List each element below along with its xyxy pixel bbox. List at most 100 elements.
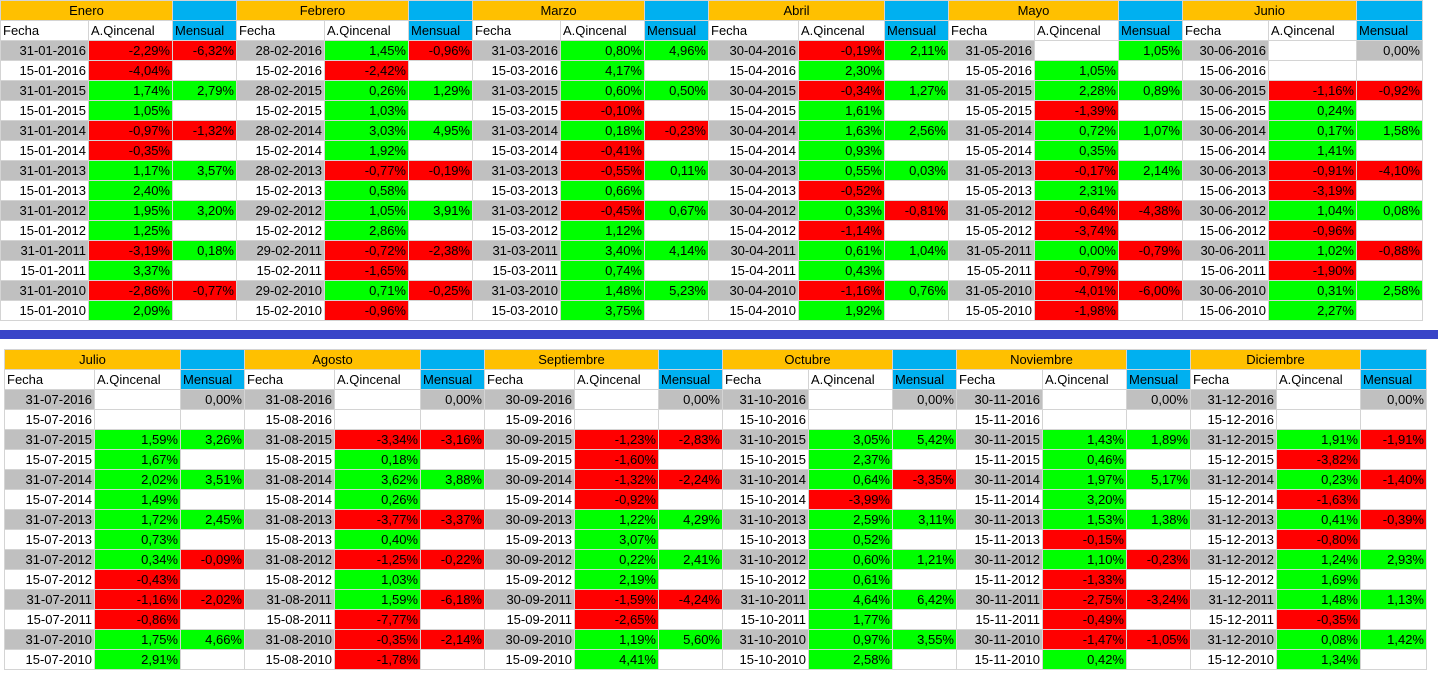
mensual-cell[interactable]: 4,66% [180,629,245,650]
date-cell[interactable]: 15-07-2015 [4,449,95,470]
mensual-cell[interactable] [644,60,709,81]
quincenal-cell[interactable]: 4,41% [574,649,659,670]
mensual-cell[interactable]: -6,00% [1118,280,1183,301]
mensual-header[interactable]: Mensual [884,20,949,41]
quincenal-cell[interactable]: 1,24% [1276,549,1361,570]
mensual-cell[interactable] [1118,60,1183,81]
quincenal-cell[interactable]: -1,98% [1034,300,1119,321]
quincenal-cell[interactable]: 1,67% [94,449,181,470]
date-cell[interactable]: 15-01-2014 [0,140,89,161]
mensual-cell[interactable]: -3,16% [420,429,485,450]
quincenal-header[interactable]: A.Qincenal [1034,20,1119,41]
date-cell[interactable]: 28-02-2013 [236,160,325,181]
mensual-cell[interactable]: -1,05% [1126,629,1191,650]
month-header[interactable]: Julio [4,349,181,370]
quincenal-cell[interactable]: -0,80% [1276,529,1361,550]
quincenal-cell[interactable]: -3,19% [1268,180,1357,201]
date-cell[interactable]: 30-04-2016 [708,40,799,61]
date-cell[interactable]: 15-10-2011 [722,609,809,630]
mensual-cell[interactable]: -6,18% [420,589,485,610]
date-cell[interactable]: 15-02-2011 [236,260,325,281]
date-cell[interactable]: 30-06-2013 [1182,160,1269,181]
mensual-header-fill[interactable] [1118,0,1183,21]
quincenal-cell[interactable]: 3,07% [574,529,659,550]
date-cell[interactable]: 31-05-2010 [948,280,1035,301]
date-cell[interactable]: 31-08-2011 [244,589,335,610]
mensual-cell[interactable]: -4,10% [1356,160,1423,181]
mensual-cell[interactable]: 0,76% [884,280,949,301]
date-cell[interactable]: 15-04-2016 [708,60,799,81]
date-cell[interactable]: 30-06-2015 [1182,80,1269,101]
quincenal-cell[interactable]: 0,80% [560,40,645,61]
mensual-cell[interactable] [1118,300,1183,321]
month-header[interactable]: Septiembre [484,349,659,370]
date-cell[interactable]: 15-05-2012 [948,220,1035,241]
quincenal-cell[interactable]: -2,29% [88,40,173,61]
quincenal-cell[interactable]: -0,49% [1042,609,1127,630]
mensual-cell[interactable]: -0,39% [1360,509,1427,530]
quincenal-cell[interactable]: -0,34% [798,80,885,101]
quincenal-cell[interactable]: 0,31% [1268,280,1357,301]
mensual-cell[interactable] [1356,260,1423,281]
date-cell[interactable]: 31-08-2012 [244,549,335,570]
date-cell[interactable]: 15-07-2016 [4,409,95,430]
date-cell[interactable]: 30-04-2010 [708,280,799,301]
date-cell[interactable]: 31-07-2016 [4,389,95,410]
quincenal-cell[interactable]: 1,59% [334,589,421,610]
mensual-cell[interactable]: 0,50% [644,80,709,101]
date-cell[interactable]: 31-12-2013 [1190,509,1277,530]
quincenal-cell[interactable]: 0,60% [808,549,893,570]
date-cell[interactable]: 15-08-2016 [244,409,335,430]
mensual-cell[interactable]: 2,58% [1356,280,1423,301]
quincenal-cell[interactable]: 0,55% [798,160,885,181]
quincenal-cell[interactable]: -0,86% [94,609,181,630]
date-cell[interactable]: 15-01-2016 [0,60,89,81]
quincenal-cell[interactable]: -1,16% [798,280,885,301]
mensual-cell[interactable]: -3,37% [420,509,485,530]
mensual-cell[interactable] [1356,100,1423,121]
fecha-header[interactable]: Fecha [948,20,1035,41]
date-cell[interactable]: 31-01-2010 [0,280,89,301]
mensual-cell[interactable] [644,180,709,201]
date-cell[interactable]: 15-11-2015 [956,449,1043,470]
quincenal-cell[interactable]: 1,05% [324,200,409,221]
date-cell[interactable]: 15-05-2013 [948,180,1035,201]
mensual-cell[interactable] [180,569,245,590]
date-cell[interactable]: 15-06-2014 [1182,140,1269,161]
mensual-cell[interactable] [180,489,245,510]
quincenal-cell[interactable]: 0,52% [808,529,893,550]
mensual-cell[interactable]: 1,07% [1118,120,1183,141]
mensual-cell[interactable]: -3,24% [1126,589,1191,610]
date-cell[interactable]: 15-11-2011 [956,609,1043,630]
quincenal-cell[interactable]: 1,69% [1276,569,1361,590]
mensual-cell[interactable]: 6,42% [892,589,957,610]
date-cell[interactable]: 15-02-2014 [236,140,325,161]
mensual-cell[interactable] [1356,300,1423,321]
date-cell[interactable]: 31-12-2012 [1190,549,1277,570]
quincenal-cell[interactable]: 1,03% [324,100,409,121]
quincenal-cell[interactable]: -0,91% [1268,160,1357,181]
date-cell[interactable]: 31-05-2011 [948,240,1035,261]
mensual-cell[interactable]: 1,58% [1356,120,1423,141]
mensual-cell[interactable]: -2,38% [408,240,473,261]
date-cell[interactable]: 31-12-2016 [1190,389,1277,410]
quincenal-cell[interactable]: 1,49% [94,489,181,510]
date-cell[interactable]: 31-03-2013 [472,160,561,181]
mensual-cell[interactable]: -2,24% [658,469,723,490]
date-cell[interactable]: 15-11-2014 [956,489,1043,510]
mensual-cell[interactable]: 4,14% [644,240,709,261]
mensual-cell[interactable]: -0,88% [1356,240,1423,261]
date-cell[interactable]: 15-08-2012 [244,569,335,590]
month-header[interactable]: Noviembre [956,349,1127,370]
date-cell[interactable]: 15-01-2012 [0,220,89,241]
fecha-header[interactable]: Fecha [236,20,325,41]
mensual-cell[interactable] [1360,449,1427,470]
mensual-cell[interactable]: -2,02% [180,589,245,610]
quincenal-cell[interactable]: -1,39% [1034,100,1119,121]
month-header[interactable]: Abril [708,0,885,21]
mensual-cell[interactable] [1126,649,1191,670]
date-cell[interactable]: 31-03-2016 [472,40,561,61]
date-cell[interactable]: 31-10-2013 [722,509,809,530]
mensual-cell[interactable] [172,220,237,241]
date-cell[interactable]: 15-06-2011 [1182,260,1269,281]
